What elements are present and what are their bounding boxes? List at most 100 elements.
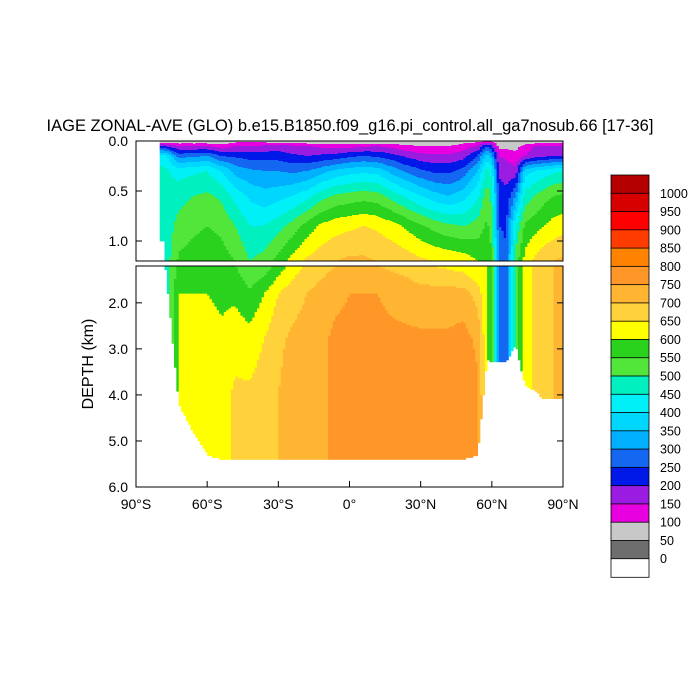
upper-field-cell bbox=[249, 169, 253, 185]
upper-field-cell bbox=[254, 160, 258, 171]
upper-field-cell bbox=[316, 162, 320, 169]
upper-field-cell bbox=[171, 177, 175, 234]
upper-field-cell bbox=[453, 251, 457, 261]
upper-field-cell bbox=[463, 176, 467, 189]
upper-field-cell bbox=[240, 158, 244, 168]
upper-field-cell bbox=[195, 167, 199, 175]
upper-field-cell bbox=[444, 173, 448, 185]
upper-field-cell bbox=[323, 144, 327, 149]
upper-field-cell bbox=[444, 236, 448, 250]
upper-field-cell bbox=[534, 234, 538, 256]
upper-field-cell bbox=[366, 147, 369, 152]
lower-field-cell bbox=[242, 266, 246, 282]
upper-field-cell bbox=[380, 147, 384, 153]
upper-field-cell bbox=[304, 223, 308, 240]
upper-field-cell bbox=[219, 144, 222, 149]
lower-field-cell bbox=[423, 328, 426, 460]
lower-field-cell bbox=[468, 334, 471, 458]
upper-field-cell bbox=[536, 146, 540, 158]
upper-field-cell bbox=[551, 156, 554, 160]
upper-field-cell bbox=[347, 175, 350, 185]
upper-field-cell bbox=[188, 167, 191, 177]
upper-field-cell bbox=[427, 162, 431, 172]
upper-field-cell bbox=[487, 141, 490, 144]
upper-field-cell bbox=[311, 144, 315, 148]
upper-field-cell bbox=[297, 216, 301, 230]
upper-field-cell bbox=[316, 147, 320, 156]
upper-field-cell bbox=[553, 217, 557, 240]
upper-field-cell bbox=[389, 174, 393, 183]
upper-field-cell bbox=[192, 144, 196, 147]
upper-field-cell bbox=[387, 148, 391, 154]
upper-field-cell bbox=[430, 163, 433, 173]
upper-field-cell bbox=[399, 205, 403, 216]
upper-field-cell bbox=[370, 202, 374, 216]
upper-field-cell bbox=[482, 141, 486, 144]
upper-field-cell bbox=[330, 165, 334, 172]
colorbar-swatch bbox=[610, 247, 650, 268]
lower-field-cell bbox=[385, 310, 388, 460]
upper-field-cell bbox=[558, 165, 562, 169]
upper-field-cell bbox=[548, 146, 552, 157]
upper-field-cell bbox=[223, 141, 227, 145]
upper-field-cell bbox=[475, 173, 478, 187]
upper-field-cell bbox=[434, 221, 438, 233]
upper-field-cell bbox=[534, 146, 538, 158]
upper-field-cell bbox=[449, 173, 452, 185]
upper-field-cell bbox=[195, 235, 199, 261]
upper-field-cell bbox=[209, 229, 213, 261]
upper-field-cell bbox=[377, 175, 381, 185]
upper-field-cell bbox=[162, 150, 165, 154]
upper-field-cell bbox=[366, 182, 369, 192]
upper-field-cell bbox=[487, 143, 490, 146]
upper-field-cell bbox=[216, 165, 220, 171]
lower-field-cell bbox=[489, 266, 493, 363]
upper-field-cell bbox=[430, 141, 433, 147]
upper-field-cell bbox=[420, 258, 424, 261]
upper-field-cell bbox=[555, 237, 559, 260]
upper-field-cell bbox=[361, 214, 365, 227]
upper-field-cell bbox=[185, 245, 189, 261]
upper-field-cell bbox=[560, 159, 563, 163]
lower-field-cell bbox=[292, 278, 296, 324]
upper-field-cell bbox=[392, 141, 395, 145]
upper-field-cell bbox=[162, 141, 165, 144]
upper-field-cell bbox=[188, 157, 191, 163]
upper-field-cell bbox=[361, 167, 365, 174]
upper-field-cell bbox=[527, 159, 531, 163]
lower-field-cell bbox=[432, 266, 436, 287]
upper-field-cell bbox=[254, 146, 258, 153]
upper-field-cell bbox=[520, 141, 524, 147]
lower-field-cell bbox=[238, 266, 241, 274]
upper-field-cell bbox=[297, 172, 301, 184]
upper-field-cell bbox=[323, 211, 327, 223]
upper-field-cell bbox=[328, 166, 331, 172]
lower-field-cell bbox=[297, 313, 301, 460]
upper-field-cell bbox=[354, 157, 358, 163]
upper-field-cell bbox=[176, 181, 180, 215]
upper-field-cell bbox=[264, 171, 267, 190]
upper-field-cell bbox=[183, 141, 187, 144]
upper-field-cell bbox=[548, 199, 552, 222]
upper-field-cell bbox=[370, 215, 374, 230]
upper-field-cell bbox=[536, 181, 540, 194]
upper-field-cell bbox=[555, 143, 559, 147]
upper-field-cell bbox=[271, 204, 274, 221]
lower-y-tick-label: 6.0 bbox=[109, 479, 129, 495]
upper-field-cell bbox=[325, 198, 329, 211]
upper-field-cell bbox=[536, 193, 540, 212]
upper-field-cell bbox=[539, 143, 543, 147]
upper-field-cell bbox=[185, 162, 189, 168]
upper-field-cell bbox=[302, 163, 305, 172]
upper-field-cell bbox=[235, 141, 239, 143]
upper-field-cell bbox=[479, 142, 483, 145]
upper-field-cell bbox=[285, 225, 289, 244]
lower-field-cell bbox=[211, 302, 215, 458]
upper-field-cell bbox=[389, 144, 393, 149]
upper-field-cell bbox=[366, 162, 369, 168]
lower-y-tick-label: 2.0 bbox=[109, 295, 129, 311]
upper-field-cell bbox=[321, 141, 324, 145]
lower-field-cell bbox=[268, 266, 272, 271]
upper-field-cell bbox=[278, 186, 282, 202]
upper-field-cell bbox=[382, 141, 386, 145]
